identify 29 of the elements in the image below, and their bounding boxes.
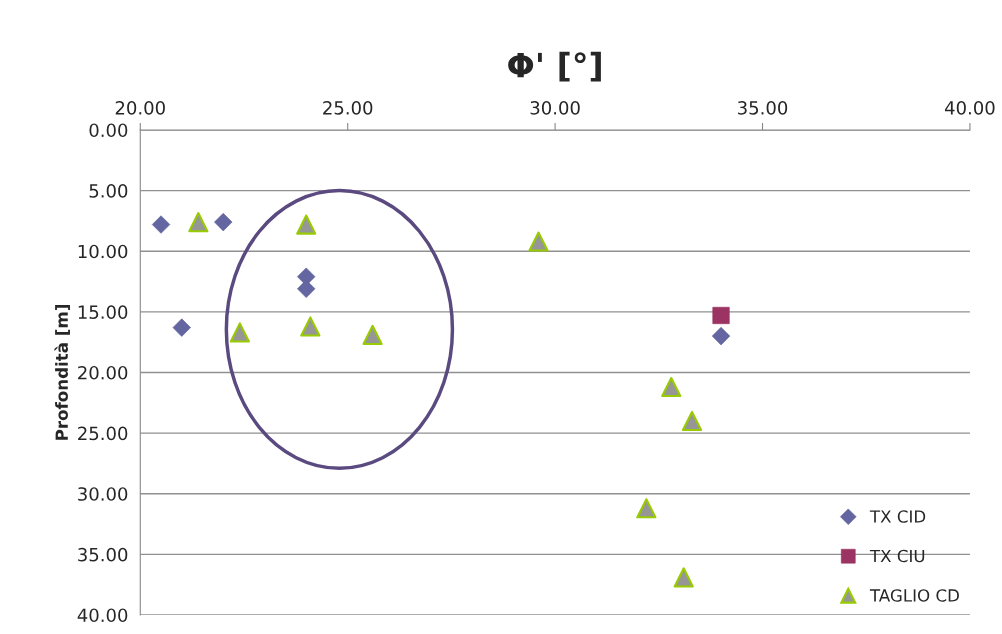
- y-tick-label: 5.00: [89, 184, 128, 198]
- y-tick-label: 40.00: [77, 608, 128, 623]
- point: [362, 324, 383, 345]
- y-axis-title: Profondità [m]: [54, 305, 70, 440]
- y-tick-label: 35.00: [78, 547, 128, 562]
- point: [296, 214, 317, 235]
- y-tick-label: 15.00: [78, 305, 128, 319]
- point: [661, 376, 682, 398]
- point: [673, 567, 694, 588]
- legend-label: TAGLIO CD: [869, 589, 959, 602]
- point: [681, 410, 703, 432]
- y-tick-label: 0.00: [89, 123, 128, 138]
- x-tick-label: 30.00: [530, 101, 580, 115]
- legend-label: TX CID: [869, 510, 926, 523]
- y-tick-label: 10.00: [78, 244, 128, 259]
- point: [188, 212, 209, 233]
- y-tick-label: 25.00: [78, 426, 128, 441]
- point: [528, 231, 549, 252]
- x-tick-label: 25.00: [323, 101, 373, 115]
- x-tick-label: 40.00: [944, 101, 995, 115]
- point: [300, 316, 321, 337]
- point: [229, 322, 250, 343]
- chart-title: Φ' [°]: [508, 51, 601, 82]
- x-tick-label: 20.00: [115, 101, 165, 115]
- x-tick-label: 35.00: [738, 101, 788, 115]
- y-tick-label: 20.00: [78, 365, 128, 380]
- legend-label: TX CIU: [869, 549, 925, 563]
- y-tick-label: 30.00: [78, 487, 128, 501]
- point: [636, 498, 657, 519]
